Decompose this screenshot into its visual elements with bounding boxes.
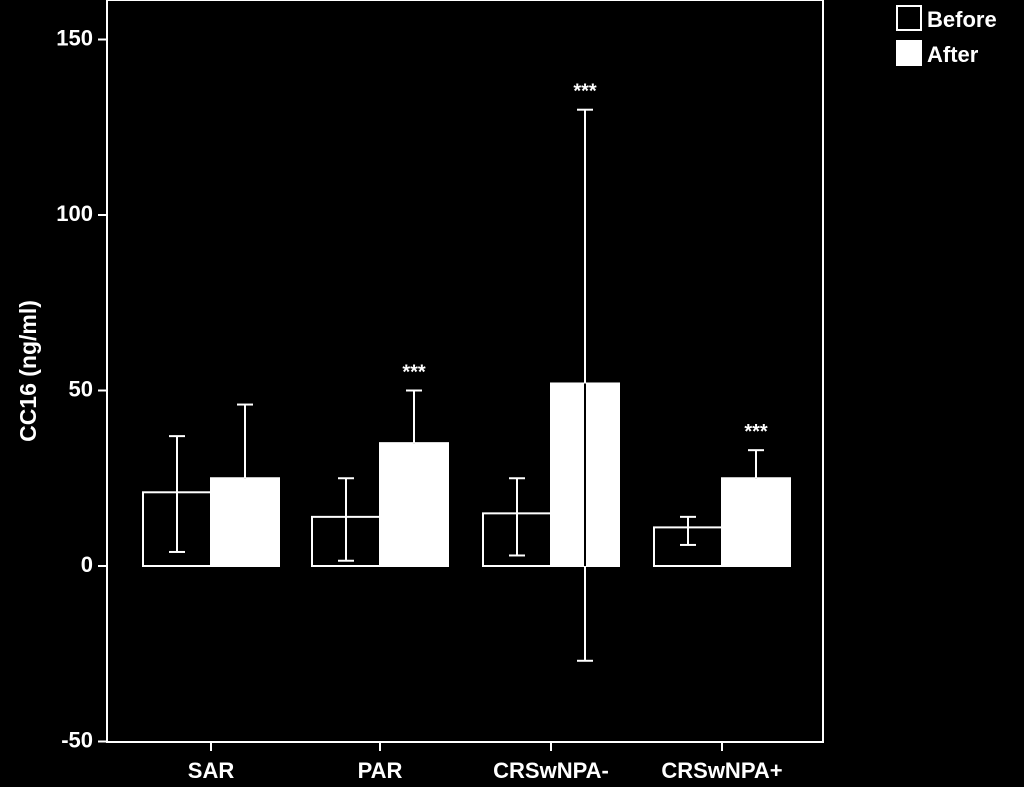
legend-label-after: After [927,42,979,67]
legend-swatch-before [896,5,922,31]
x-tick-label: CRSwNPA- [493,758,609,783]
legend-swatch-after [896,40,922,66]
y-tick-label: 0 [81,552,93,577]
significance-label: *** [573,81,597,103]
y-tick-label: 50 [69,376,93,401]
y-axis-label: CC16 (ng/ml) [15,300,41,442]
y-axis-ticks: -50 0 50 100 150 [56,25,107,752]
x-tick-label: SAR [188,758,235,783]
x-tick-label: PAR [358,758,403,783]
error-bars [169,108,764,662]
bar-after [379,442,449,567]
significance-label: *** [744,421,768,443]
x-axis-labels: SAR PAR CRSwNPA- CRSwNPA+ [188,742,783,783]
y-tick-label: 150 [56,25,93,50]
y-tick-label: -50 [61,727,93,752]
significance-labels: *** *** *** [402,81,768,443]
bars [142,382,791,568]
significance-label: *** [402,362,426,384]
bar-after [210,477,280,567]
legend: Before After [896,5,997,67]
plot-frame [106,0,824,743]
y-tick-label: 100 [56,201,93,226]
legend-label-before: Before [927,7,997,32]
bar-after [721,477,791,567]
x-tick-label: CRSwNPA+ [661,758,782,783]
